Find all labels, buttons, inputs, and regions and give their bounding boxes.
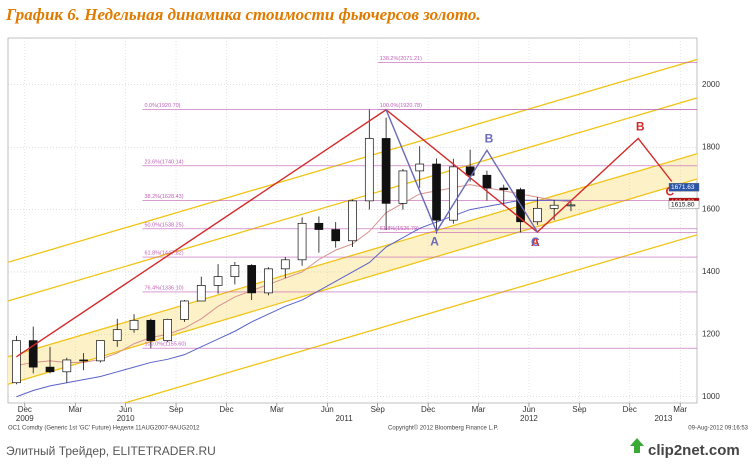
y-tick-label: 1000 (702, 392, 720, 401)
candle-body (533, 207, 542, 223)
y-tick-label: 1800 (702, 142, 720, 151)
pattern-label: A (430, 235, 439, 249)
fib-label: 61.8%(1447.82) (144, 251, 183, 257)
price-tag (668, 200, 700, 209)
chart-title: График 6. Недельная динамика стоимости ф… (5, 5, 481, 24)
moving-average (16, 184, 572, 367)
candle-body (314, 222, 324, 230)
moving-average (16, 199, 571, 398)
candle-body (331, 229, 341, 242)
x-tick-label: Jun (321, 405, 334, 414)
year-label: 2011 (335, 414, 353, 423)
copyright: Copyright© 2012 Bloomberg Finance L.P. (388, 425, 499, 432)
candle-body (348, 200, 357, 242)
price-tag (668, 183, 700, 192)
pattern-label: C (665, 185, 674, 199)
source: OC1 Comdty (Generic 1st 'GC' Future) Нед… (8, 426, 200, 432)
fib-label: 138.2%(2071.21) (380, 56, 422, 62)
candle-body (96, 340, 105, 362)
x-tick-label: Mar (673, 405, 687, 414)
plot: 0.0%(1920.70) 23.6%(1740.14) 38.2%(1628.43… (8, 38, 697, 403)
candle-body (45, 366, 55, 373)
x-tick-label: Mar (472, 405, 486, 414)
channel-line (8, 58, 697, 263)
channel-line (122, 234, 697, 403)
pattern-line (385, 109, 538, 233)
price-tag-label: 1615.80 (671, 201, 695, 208)
year-label: 2012 (520, 414, 538, 423)
candle-body (381, 138, 391, 204)
x-tick-label: Dec (421, 405, 435, 414)
fib-label: 38.2%(1628.43) (144, 194, 183, 200)
candle-body (129, 319, 139, 331)
candle-body (180, 300, 189, 320)
candle-body (448, 166, 458, 221)
candle-body (499, 187, 509, 190)
fib-label: 100.0%(1920.78) (380, 103, 422, 109)
x-tick-label: Dec (18, 405, 32, 414)
x-tick-label: Mar (68, 405, 82, 414)
fib-label: 61.8%(1526.79) (380, 226, 419, 232)
pattern-line (16, 108, 673, 358)
candle-body (163, 319, 172, 341)
candle-body (213, 276, 223, 286)
fib-label: 23.6%(1740.14) (144, 159, 183, 165)
candle-body (28, 340, 38, 368)
fib-label: 100.0%(1155.60) (144, 342, 186, 348)
x-tick-label: Mar (270, 405, 284, 414)
pattern-label: A (531, 235, 540, 249)
candle-body (146, 319, 156, 341)
candle-body (62, 359, 72, 373)
pattern-label: B (636, 120, 645, 134)
candle-body (549, 204, 559, 209)
candle-body (482, 174, 492, 189)
channel-line (8, 97, 697, 302)
year-label: 2009 (16, 414, 34, 423)
y-tick-label: 1600 (702, 205, 720, 214)
candle-body (364, 138, 374, 202)
fib-label: 0.0%(1920.70) (144, 103, 180, 109)
site-name: Элитный Трейдер, ELITETRADER.RU (6, 444, 216, 458)
timestamp: 09-Aug-2012 09:16:53 (688, 426, 748, 432)
candle-body (12, 340, 21, 384)
y-tick-label: 1200 (702, 329, 720, 338)
pattern-label: C (531, 235, 540, 249)
candle-body (415, 163, 425, 172)
x-tick-label: Dec (623, 405, 637, 414)
y-tick-label: 2000 (702, 80, 720, 89)
overlay-layer: 1000 1200 1400 1600 1800 2000 Dec Mar Jun Sep Dec M… (16, 80, 720, 423)
channel-line (8, 153, 697, 358)
candle-body (566, 204, 576, 207)
x-tick-label: Jun (522, 405, 535, 414)
pattern-label: B (485, 131, 494, 145)
x-tick-label: Sep (572, 405, 587, 414)
candle-body (297, 222, 307, 261)
price-tag-label: 1671.63 (671, 184, 695, 191)
candle-body (280, 259, 290, 270)
x-tick-label: Sep (371, 405, 386, 414)
candle-body (230, 265, 240, 278)
candle-body (432, 163, 441, 221)
year-label: 2010 (117, 414, 135, 423)
fib-label: 50.0%(1538.25) (144, 222, 183, 228)
logo-icon (630, 438, 644, 453)
logo-text: clip2net.com (648, 442, 740, 459)
candle-body (247, 265, 257, 294)
fib-label: 76.4%(1336.10) (144, 285, 183, 291)
candle-body (112, 329, 122, 341)
candle-body (79, 359, 88, 362)
x-tick-label: Sep (169, 405, 184, 414)
year-label: 2013 (654, 414, 672, 423)
x-tick-label: Dec (219, 405, 233, 414)
y-tick-label: 1400 (702, 267, 720, 276)
logo: clip2net.com (630, 438, 740, 459)
x-tick-label: Jun (119, 405, 132, 414)
candle-body (196, 285, 206, 302)
candle-body (264, 268, 273, 294)
candle-body (398, 170, 408, 204)
